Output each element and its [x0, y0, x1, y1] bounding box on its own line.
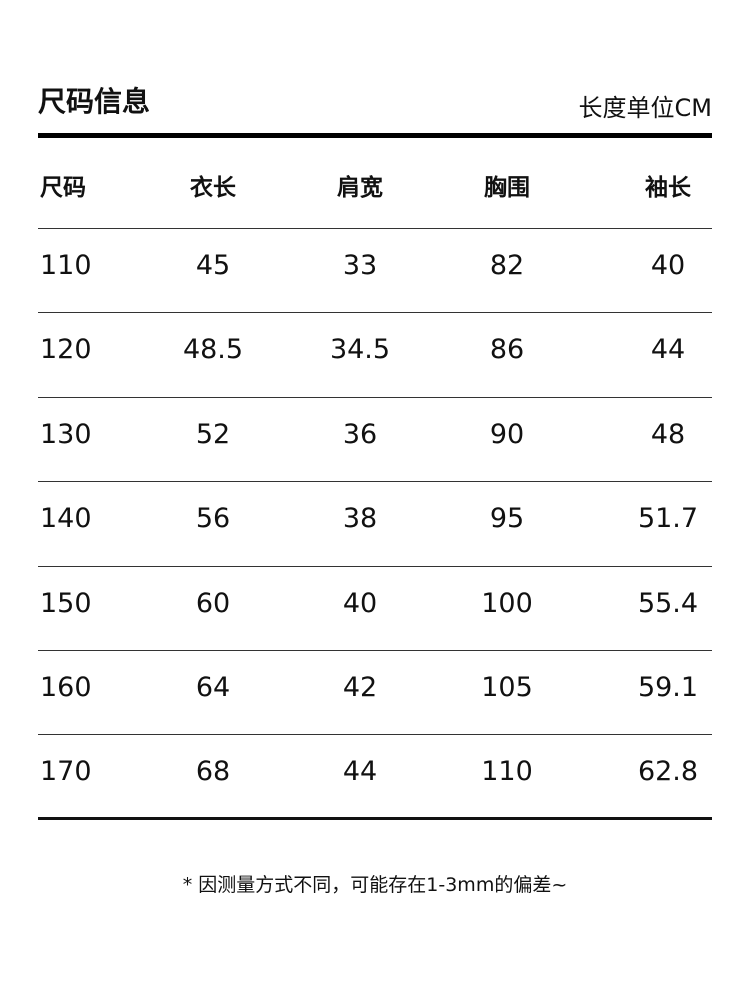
cell-sleeve: 44	[650, 334, 686, 365]
cell-sleeve: 59.1	[637, 672, 699, 703]
cell-shoulder: 33	[342, 250, 378, 281]
cell-shoulder: 34.5	[329, 334, 391, 365]
cell-shoulder: 36	[342, 419, 378, 450]
cell-size: 130	[40, 419, 92, 450]
cell-chest: 110	[481, 756, 533, 787]
row-divider	[38, 312, 712, 313]
cell-length: 60	[195, 588, 231, 619]
cell-size: 160	[40, 672, 92, 703]
cell-shoulder: 38	[342, 503, 378, 534]
cell-length: 52	[195, 419, 231, 450]
row-divider	[38, 566, 712, 567]
page-title: 尺码信息	[38, 85, 151, 118]
cell-shoulder: 44	[342, 756, 378, 787]
table-row: 110 45 33 82 40	[0, 246, 750, 286]
cell-size: 110	[40, 250, 92, 281]
footnote: * 因测量方式不同，可能存在1-3mm的偏差~	[182, 874, 568, 896]
cell-chest: 95	[489, 503, 525, 534]
header-size: 尺码	[40, 175, 86, 201]
cell-chest: 90	[489, 419, 525, 450]
cell-size: 140	[40, 503, 92, 534]
cell-length: 64	[195, 672, 231, 703]
cell-chest: 82	[489, 250, 525, 281]
header-sleeve: 袖长	[645, 175, 691, 201]
row-divider	[38, 228, 712, 229]
row-divider	[38, 397, 712, 398]
header-shoulder: 肩宽	[337, 175, 383, 201]
cell-length: 56	[195, 503, 231, 534]
header-chest: 胸围	[484, 175, 530, 201]
cell-shoulder: 42	[342, 672, 378, 703]
cell-shoulder: 40	[342, 588, 378, 619]
table-row: 160 64 42 105 59.1	[0, 668, 750, 708]
table-row: 130 52 36 90 48	[0, 415, 750, 455]
cell-length: 68	[195, 756, 231, 787]
table-header: 尺码 衣长 肩宽 胸围 袖长	[0, 168, 750, 208]
cell-length: 48.5	[182, 334, 244, 365]
cell-sleeve: 55.4	[637, 588, 699, 619]
cell-sleeve: 51.7	[637, 503, 699, 534]
table-row: 170 68 44 110 62.8	[0, 752, 750, 792]
header-length: 衣长	[190, 175, 236, 201]
cell-chest: 105	[481, 672, 533, 703]
cell-sleeve: 48	[650, 419, 686, 450]
cell-chest: 86	[489, 334, 525, 365]
cell-size: 170	[40, 756, 92, 787]
cell-sleeve: 62.8	[637, 756, 699, 787]
cell-size: 150	[40, 588, 92, 619]
cell-chest: 100	[481, 588, 533, 619]
row-divider	[38, 650, 712, 651]
table-bottom-divider	[38, 817, 712, 820]
cell-length: 45	[195, 250, 231, 281]
row-divider	[38, 481, 712, 482]
title-divider	[38, 133, 712, 138]
row-divider	[38, 734, 712, 735]
table-row: 140 56 38 95 51.7	[0, 499, 750, 539]
table-row: 120 48.5 34.5 86 44	[0, 330, 750, 370]
table-row: 150 60 40 100 55.4	[0, 584, 750, 624]
cell-size: 120	[40, 334, 92, 365]
cell-sleeve: 40	[650, 250, 686, 281]
unit-label: 长度单位CM	[578, 94, 712, 122]
